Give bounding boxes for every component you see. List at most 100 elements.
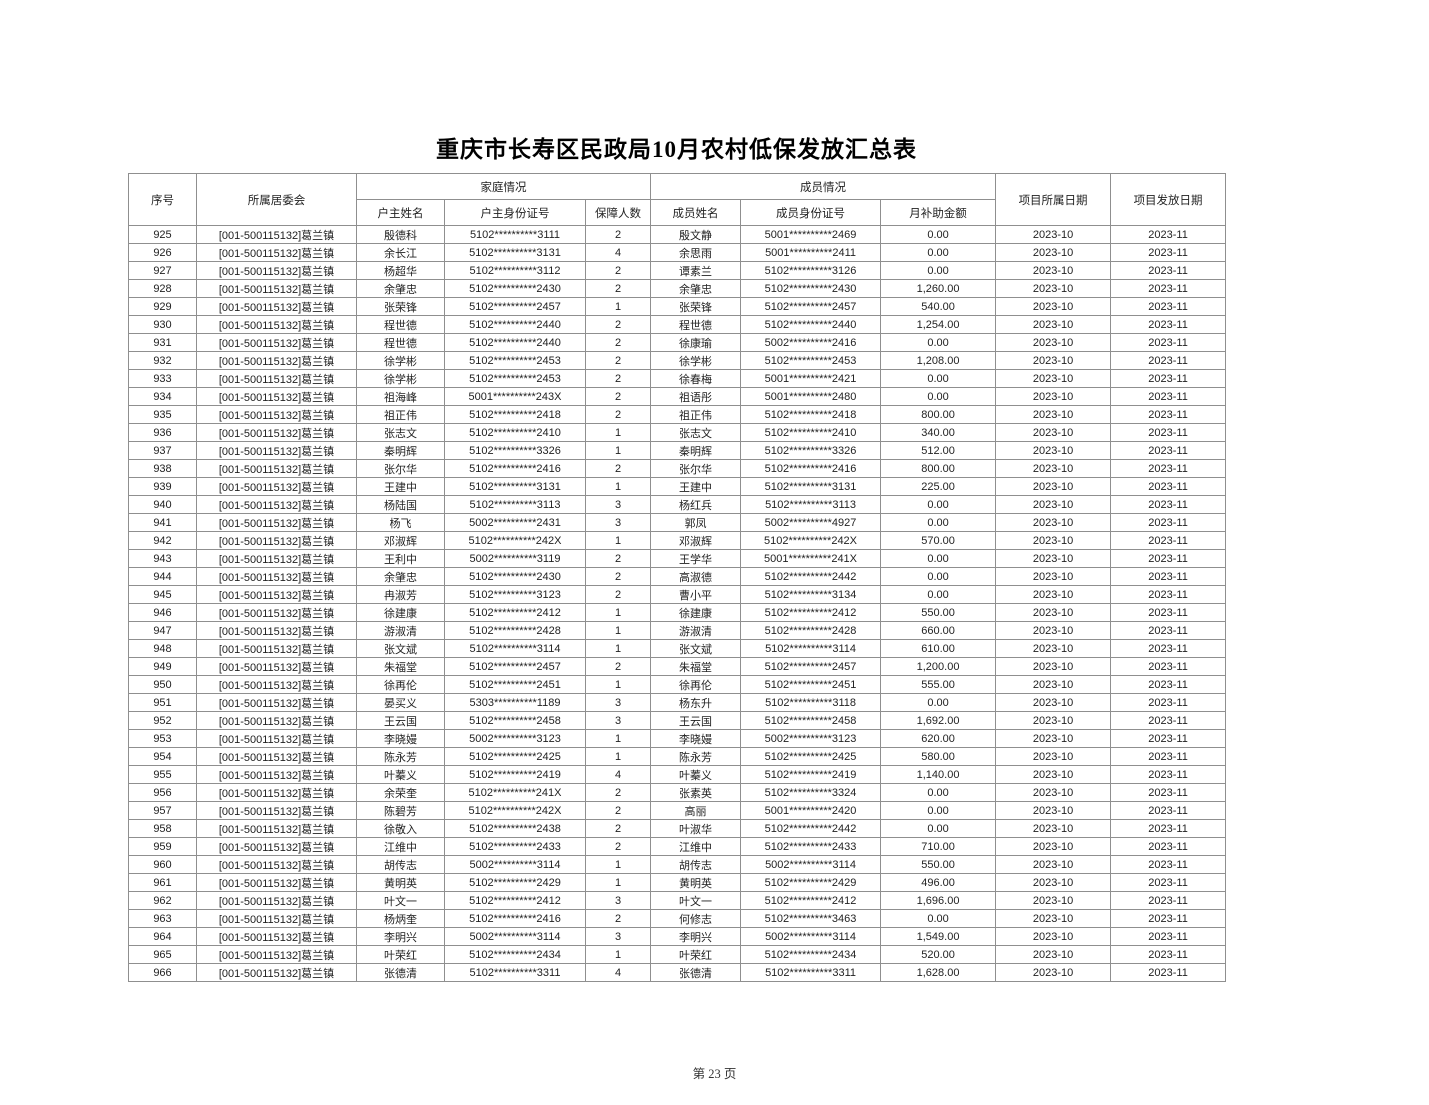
table-row: 965 [001-500115132]葛兰镇 叶荣红 5102**********24… [128, 945, 1227, 964]
cell-committee: [001-500115132]葛兰镇 [196, 909, 357, 928]
cell-issue-month: 2023-11 [1110, 765, 1227, 784]
cell-issue-month: 2023-11 [1110, 441, 1227, 460]
cell-protected-count: 1 [584, 945, 652, 964]
cell-head-name: 程世德 [356, 315, 445, 334]
cell-member-id: 5102**********2451 [740, 675, 882, 694]
cell-head-id: 5102**********242X [444, 531, 586, 550]
cell-committee: [001-500115132]葛兰镇 [196, 621, 357, 640]
cell-member-name: 张文斌 [650, 639, 742, 658]
cell-member-name: 李晓嫚 [650, 729, 742, 748]
cell-seq: 948 [128, 639, 197, 658]
cell-subsidy: 620.00 [880, 729, 997, 748]
cell-head-name: 张荣锋 [356, 297, 445, 316]
table-row: 963 [001-500115132]葛兰镇 杨炳奎 5102**********24… [128, 909, 1227, 928]
cell-committee: [001-500115132]葛兰镇 [196, 693, 357, 712]
cell-seq: 954 [128, 747, 197, 766]
cell-subsidy: 800.00 [880, 405, 997, 424]
cell-issue-month: 2023-11 [1110, 369, 1227, 388]
cell-protected-count: 3 [584, 891, 652, 910]
cell-member-id: 5102**********2442 [740, 819, 882, 838]
cell-protected-count: 2 [584, 657, 652, 676]
cell-seq: 937 [128, 441, 197, 460]
cell-project-month: 2023-10 [995, 603, 1112, 622]
cell-protected-count: 2 [584, 387, 652, 406]
cell-head-name: 杨炳奎 [356, 909, 445, 928]
cell-seq: 934 [128, 387, 197, 406]
cell-project-month: 2023-10 [995, 693, 1112, 712]
cell-seq: 952 [128, 711, 197, 730]
cell-subsidy: 0.00 [880, 513, 997, 532]
cell-project-month: 2023-10 [995, 567, 1112, 586]
cell-subsidy: 1,628.00 [880, 963, 997, 982]
cell-head-name: 王建中 [356, 477, 445, 496]
cell-project-month: 2023-10 [995, 711, 1112, 730]
cell-head-id: 5102**********2457 [444, 657, 586, 676]
cell-seq: 928 [128, 279, 197, 298]
cell-seq: 938 [128, 459, 197, 478]
cell-head-name: 祖海峰 [356, 387, 445, 406]
table-row: 926 [001-500115132]葛兰镇 余长江 5102**********31… [128, 243, 1227, 262]
cell-head-name: 张文斌 [356, 639, 445, 658]
cell-subsidy: 555.00 [880, 675, 997, 694]
cell-member-name: 徐再伦 [650, 675, 742, 694]
cell-head-name: 陈碧芳 [356, 801, 445, 820]
cell-member-id: 5102**********2434 [740, 945, 882, 964]
cell-head-id: 5102**********3131 [444, 477, 586, 496]
cell-head-id: 5102**********2434 [444, 945, 586, 964]
cell-project-month: 2023-10 [995, 405, 1112, 424]
cell-protected-count: 1 [584, 477, 652, 496]
cell-issue-month: 2023-11 [1110, 549, 1227, 568]
cell-head-id: 5102**********2419 [444, 765, 586, 784]
cell-seq: 935 [128, 405, 197, 424]
cell-head-name: 叶文一 [356, 891, 445, 910]
cell-protected-count: 2 [584, 909, 652, 928]
col-header-head-name: 户主姓名 [356, 199, 445, 226]
cell-protected-count: 1 [584, 873, 652, 892]
table-row: 932 [001-500115132]葛兰镇 徐学彬 5102**********24… [128, 351, 1227, 370]
cell-committee: [001-500115132]葛兰镇 [196, 945, 357, 964]
cell-committee: [001-500115132]葛兰镇 [196, 747, 357, 766]
cell-committee: [001-500115132]葛兰镇 [196, 711, 357, 730]
cell-project-month: 2023-10 [995, 243, 1112, 262]
cell-member-name: 高丽 [650, 801, 742, 820]
cell-head-name: 游淑清 [356, 621, 445, 640]
cell-head-id: 5102**********242X [444, 801, 586, 820]
cell-protected-count: 1 [584, 621, 652, 640]
cell-committee: [001-500115132]葛兰镇 [196, 891, 357, 910]
cell-committee: [001-500115132]葛兰镇 [196, 927, 357, 946]
col-header-issue-month: 项目发放日期 [1110, 173, 1227, 226]
cell-head-id: 5002**********3114 [444, 855, 586, 874]
cell-protected-count: 3 [584, 513, 652, 532]
cell-subsidy: 1,140.00 [880, 765, 997, 784]
cell-protected-count: 2 [584, 819, 652, 838]
cell-protected-count: 2 [584, 333, 652, 352]
cell-member-name: 程世德 [650, 315, 742, 334]
cell-member-id: 5102**********2442 [740, 567, 882, 586]
cell-project-month: 2023-10 [995, 441, 1112, 460]
cell-project-month: 2023-10 [995, 423, 1112, 442]
cell-subsidy: 0.00 [880, 243, 997, 262]
col-header-member-name: 成员姓名 [650, 199, 742, 226]
cell-member-name: 张素英 [650, 783, 742, 802]
cell-head-name: 江维中 [356, 837, 445, 856]
cell-head-name: 程世德 [356, 333, 445, 352]
cell-project-month: 2023-10 [995, 729, 1112, 748]
cell-project-month: 2023-10 [995, 351, 1112, 370]
cell-seq: 930 [128, 315, 197, 334]
cell-issue-month: 2023-11 [1110, 675, 1227, 694]
cell-member-name: 王学华 [650, 549, 742, 568]
cell-head-name: 黄明英 [356, 873, 445, 892]
cell-member-id: 5102**********3126 [740, 261, 882, 280]
cell-seq: 927 [128, 261, 197, 280]
table-row: 927 [001-500115132]葛兰镇 杨超华 5102**********31… [128, 261, 1227, 280]
cell-member-name: 游淑清 [650, 621, 742, 640]
cell-seq: 933 [128, 369, 197, 388]
cell-head-name: 祖正伟 [356, 405, 445, 424]
cell-project-month: 2023-10 [995, 945, 1112, 964]
cell-subsidy: 710.00 [880, 837, 997, 856]
table-row: 964 [001-500115132]葛兰镇 李明兴 5002**********31… [128, 927, 1227, 946]
cell-seq: 962 [128, 891, 197, 910]
table-row: 946 [001-500115132]葛兰镇 徐建康 5102**********24… [128, 603, 1227, 622]
cell-seq: 963 [128, 909, 197, 928]
cell-issue-month: 2023-11 [1110, 837, 1227, 856]
